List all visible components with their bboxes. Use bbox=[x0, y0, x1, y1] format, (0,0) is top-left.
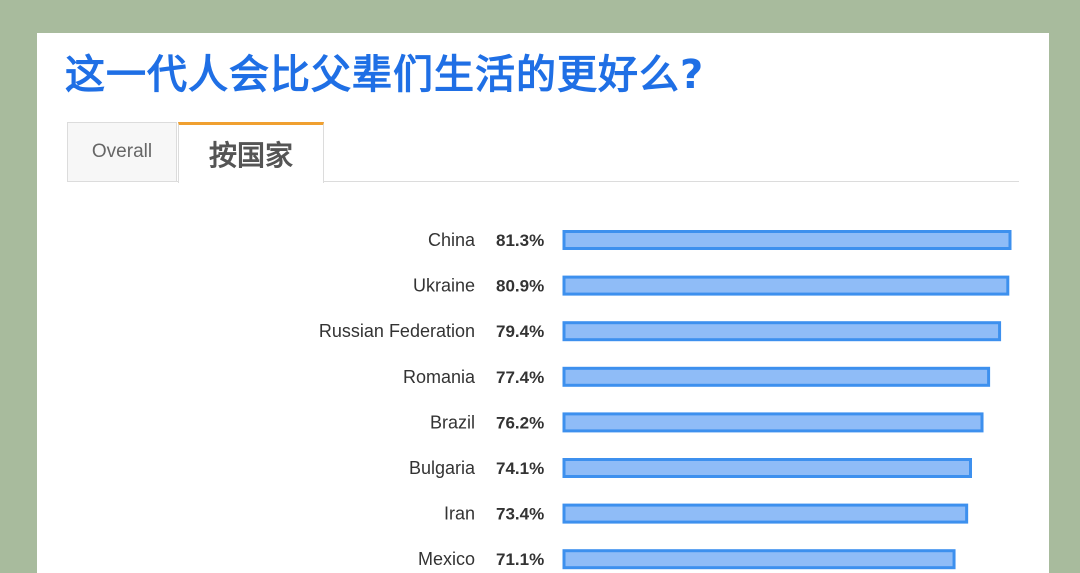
bar bbox=[562, 366, 991, 387]
bar bbox=[562, 549, 956, 570]
country-label: Brazil bbox=[430, 412, 475, 432]
tab-overall[interactable]: Overall bbox=[67, 122, 177, 182]
country-label: Mexico bbox=[418, 549, 475, 569]
page-title: 这一代人会比父辈们生活的更好么? bbox=[65, 52, 705, 98]
bar bbox=[562, 503, 969, 524]
value-label: 71.1% bbox=[496, 550, 544, 569]
value-label: 80.9% bbox=[496, 277, 544, 296]
tab-by-country[interactable]: 按国家 bbox=[178, 122, 324, 183]
value-label: 77.4% bbox=[496, 368, 544, 387]
country-label: Ukraine bbox=[413, 276, 475, 296]
value-label: 79.4% bbox=[496, 322, 544, 341]
bar bbox=[562, 458, 973, 478]
tabs-divider bbox=[67, 181, 1019, 182]
value-label: 74.1% bbox=[496, 459, 544, 478]
bar bbox=[562, 275, 1010, 296]
bar bbox=[562, 230, 1012, 250]
country-label: Russian Federation bbox=[319, 321, 475, 341]
value-label: 76.2% bbox=[496, 413, 544, 432]
country-label: China bbox=[428, 230, 476, 250]
country-label: Iran bbox=[444, 504, 475, 524]
bar bbox=[562, 412, 984, 433]
country-label: Bulgaria bbox=[409, 458, 476, 478]
country-bar-chart: China 81.3% Ukraine 80.9% Russian Federation… bbox=[319, 230, 1012, 570]
value-label: 73.4% bbox=[496, 505, 544, 524]
bar bbox=[562, 321, 1002, 342]
value-label: 81.3% bbox=[496, 231, 544, 250]
country-label: Romania bbox=[403, 367, 476, 387]
chart-card: 这一代人会比父辈们生活的更好么? Overall 按国家 China 81.3% U… bbox=[37, 33, 1049, 573]
